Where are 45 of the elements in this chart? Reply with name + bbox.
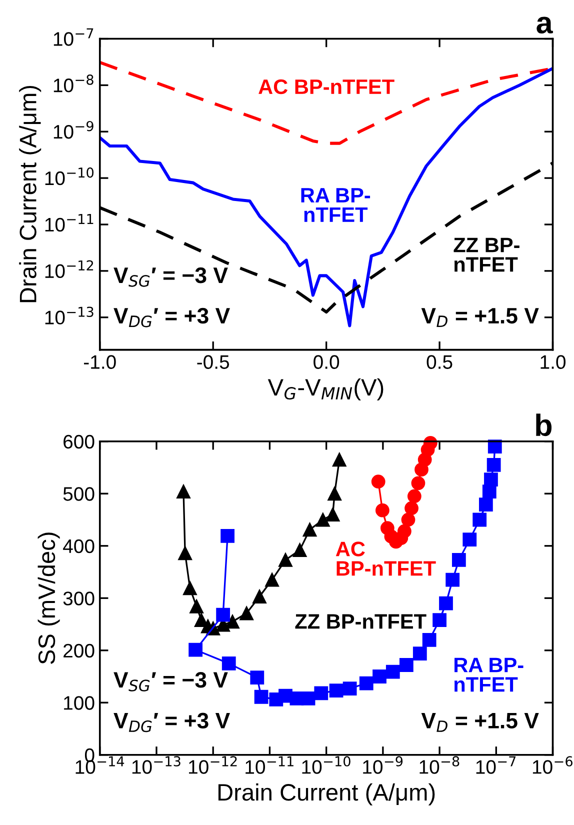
y-tick-label: 600: [64, 434, 94, 449]
y-tick-label: 300: [63, 592, 94, 606]
x-tick-label: 10$^{−6}$: [532, 756, 572, 774]
chart-title: b: [536, 414, 552, 436]
x-tick-label: 0.0: [314, 355, 340, 369]
annotation: V$_{D}$ = +1.5 V: [421, 712, 539, 732]
x-tick-label: 10$^{−11}$: [246, 756, 294, 774]
x-tick-label: 10$^{−9}$: [363, 756, 403, 774]
annotation: V$_{DG}$′ = +3 V: [114, 712, 230, 732]
x-tick-label: 10$^{−13}$: [132, 756, 180, 774]
x-tick-label: -1.0: [84, 355, 116, 369]
y-tick-label: 500: [63, 487, 94, 501]
x-axis-title: V$_{G}$-V$_{MIN}$(V): [268, 378, 384, 400]
series-label: RA BP- nTFET: [301, 188, 370, 222]
annotation: V$_{D}$ = +1.5 V: [421, 308, 539, 328]
series-label: ZZ BP- nTFET: [454, 238, 520, 272]
x-tick-label: 10$^{−12}$: [189, 756, 237, 774]
annotation: V$_{SG}$′ = −3 V: [114, 672, 228, 692]
y-tick-label: 400: [63, 539, 94, 554]
y-tick-label: 10$^{−8}$: [54, 74, 94, 92]
y-axis-title: Drain Current (A/μm): [19, 86, 42, 302]
y-tick-label: 100: [64, 696, 94, 710]
y-tick-label: 10$^{−12}$: [45, 260, 94, 278]
y-tick-label: 10$^{−9}$: [54, 120, 94, 139]
x-tick-label: 10$^{−10}$: [302, 756, 350, 774]
series-label: ZZ BP-nTFET: [295, 614, 426, 629]
y-tick-label: 10$^{−11}$: [45, 214, 94, 232]
y-tick-label: 10$^{−10}$: [45, 167, 94, 186]
series-label: AC BP-nTFET: [258, 79, 394, 94]
annotation: V$_{DG}$′ = +3 V: [114, 308, 230, 328]
x-tick-label: 10$^{−7}$: [476, 756, 516, 774]
x-tick-label: 0.5: [426, 355, 452, 369]
x-axis-title: Drain Current (A/μm): [218, 783, 435, 806]
series-label: RA BP- nTFET: [454, 658, 524, 692]
x-tick-label: 1.0: [540, 355, 566, 369]
line-series: [100, 66, 553, 328]
y-tick-label: 10$^{−13}$: [45, 306, 94, 324]
series-label: AC BP-nTFET: [336, 542, 436, 576]
x-tick-label: 10$^{−8}$: [420, 756, 460, 774]
annotation: V$_{SG}$′ = −3 V: [114, 267, 228, 287]
chart-title: a: [536, 16, 553, 34]
y-tick-label: 200: [64, 644, 94, 658]
y-tick-label: 10$^{−7}$: [54, 28, 94, 46]
y-axis-title: SS (mV/dec): [38, 532, 60, 664]
x-tick-label: -0.5: [197, 355, 230, 369]
